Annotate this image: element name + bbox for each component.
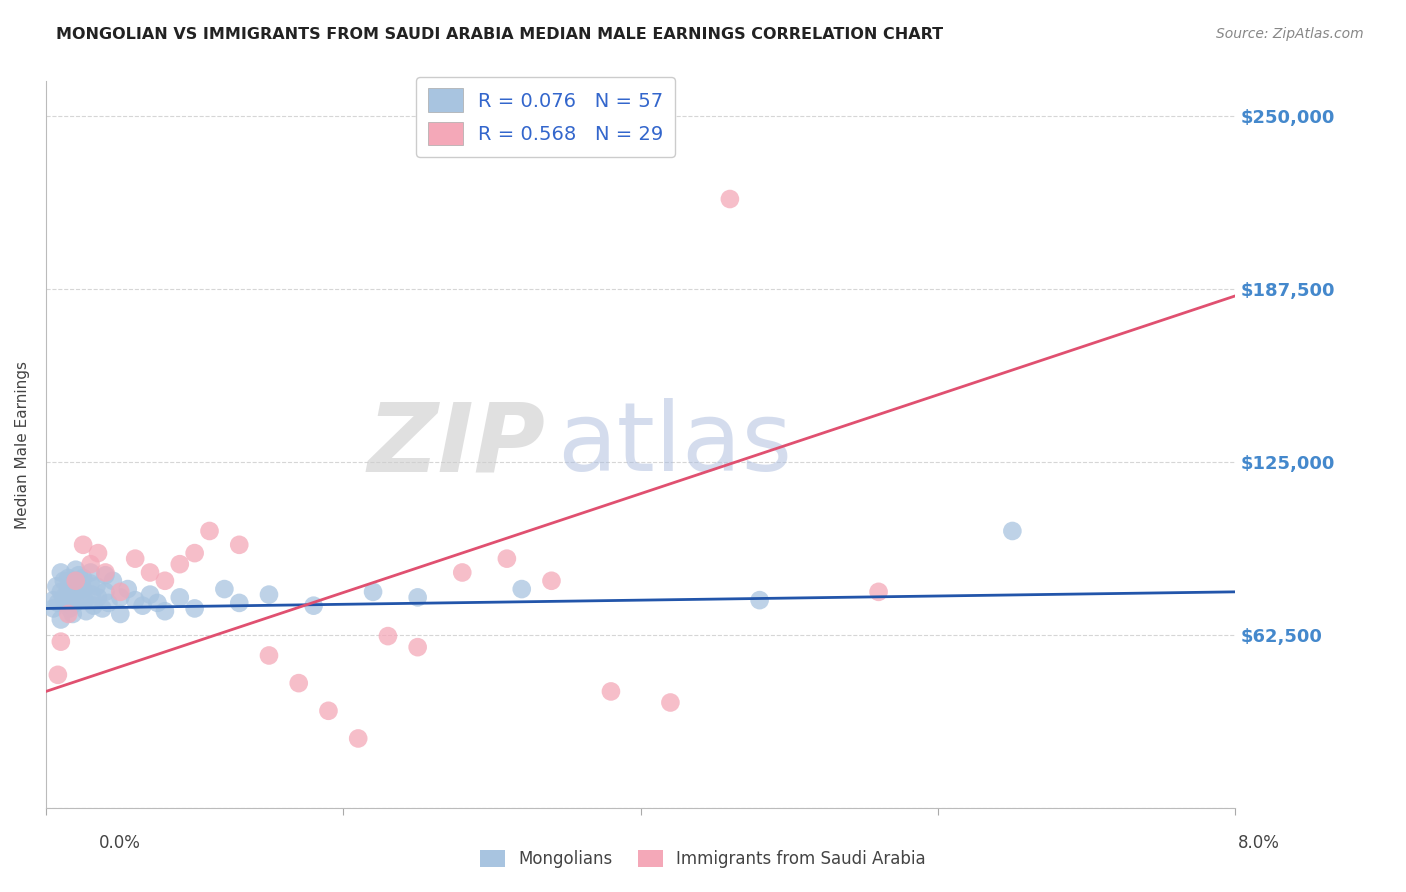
Point: [59, 601, 82, 615]
Text: 8.0%: 8.0%: [1237, 834, 1279, 852]
Point: [58, 571, 80, 585]
Point: [62, 607, 84, 621]
Point: [53, 596, 76, 610]
Point: [58, 582, 80, 596]
Point: [94, 566, 117, 580]
Point: [67, 579, 90, 593]
Text: atlas: atlas: [557, 398, 793, 491]
Point: [117, 582, 139, 596]
Point: [139, 588, 162, 602]
Point: [110, 591, 132, 605]
Point: [72, 582, 94, 596]
Point: [153, 574, 176, 588]
Point: [257, 588, 280, 602]
Point: [87, 546, 110, 560]
Point: [45, 579, 67, 593]
Point: [73, 593, 96, 607]
Point: [1001, 524, 1024, 538]
Point: [659, 696, 682, 710]
Point: [72, 538, 94, 552]
Point: [183, 546, 205, 560]
Point: [124, 593, 146, 607]
Point: [75, 604, 97, 618]
Point: [49, 585, 72, 599]
Point: [540, 574, 562, 588]
Point: [65, 596, 87, 610]
Point: [65, 574, 87, 588]
Point: [868, 585, 890, 599]
Point: [69, 591, 91, 605]
Point: [183, 601, 205, 615]
Point: [302, 599, 325, 613]
Point: [52, 574, 75, 588]
Point: [377, 629, 399, 643]
Point: [86, 579, 108, 593]
Point: [42, 593, 65, 607]
Point: [406, 640, 429, 655]
Point: [257, 648, 280, 663]
Point: [94, 585, 117, 599]
Point: [146, 596, 169, 610]
Point: [46, 596, 69, 610]
Point: [169, 557, 191, 571]
Point: [91, 601, 114, 615]
Point: [65, 574, 87, 588]
Point: [110, 585, 132, 599]
Point: [318, 704, 340, 718]
Point: [347, 731, 370, 746]
Point: [52, 591, 75, 605]
Point: [718, 192, 741, 206]
Point: [58, 607, 80, 621]
Point: [101, 574, 124, 588]
Point: [496, 551, 519, 566]
Text: MONGOLIAN VS IMMIGRANTS FROM SAUDI ARABIA MEDIAN MALE EARNINGS CORRELATION CHART: MONGOLIAN VS IMMIGRANTS FROM SAUDI ARABI…: [56, 27, 943, 42]
Point: [46, 668, 69, 682]
Point: [124, 551, 146, 566]
Point: [65, 563, 87, 577]
Point: [139, 566, 162, 580]
Point: [600, 684, 623, 698]
Point: [110, 607, 132, 621]
Point: [287, 676, 309, 690]
Point: [65, 585, 87, 599]
Point: [169, 591, 191, 605]
Point: [94, 568, 117, 582]
Point: [406, 591, 429, 605]
Point: [72, 571, 94, 585]
Text: Source: ZipAtlas.com: Source: ZipAtlas.com: [1216, 27, 1364, 41]
Y-axis label: Median Male Earnings: Median Male Earnings: [15, 360, 30, 529]
Point: [510, 582, 533, 596]
Point: [49, 613, 72, 627]
Point: [83, 599, 105, 613]
Point: [748, 593, 770, 607]
Point: [451, 566, 474, 580]
Point: [214, 582, 236, 596]
Point: [361, 585, 384, 599]
Text: ZIP: ZIP: [367, 398, 546, 491]
Point: [153, 604, 176, 618]
Point: [80, 588, 103, 602]
Legend: R = 0.076   N = 57, R = 0.568   N = 29: R = 0.076 N = 57, R = 0.568 N = 29: [416, 77, 675, 157]
Point: [97, 596, 120, 610]
Point: [67, 568, 90, 582]
Point: [60, 599, 83, 613]
Point: [79, 576, 101, 591]
Point: [228, 596, 250, 610]
Point: [228, 538, 250, 552]
Point: [42, 601, 65, 615]
Point: [131, 599, 153, 613]
Point: [87, 591, 110, 605]
Point: [59, 588, 82, 602]
Legend: Mongolians, Immigrants from Saudi Arabia: Mongolians, Immigrants from Saudi Arabia: [474, 843, 932, 875]
Text: 0.0%: 0.0%: [98, 834, 141, 852]
Point: [79, 566, 101, 580]
Point: [79, 557, 101, 571]
Point: [198, 524, 221, 538]
Point: [49, 634, 72, 648]
Point: [49, 566, 72, 580]
